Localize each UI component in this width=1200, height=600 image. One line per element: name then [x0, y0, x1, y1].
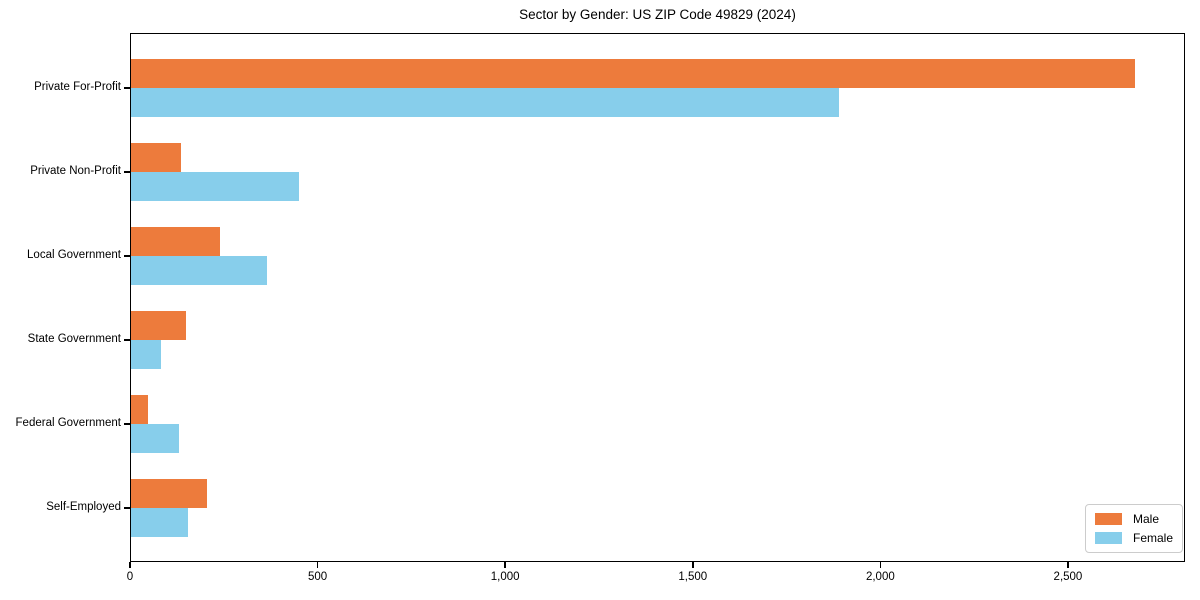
legend-label-female: Female: [1132, 531, 1173, 545]
y-axis-label-1: Private Non-Profit: [30, 165, 121, 177]
bar-female-3: [130, 340, 161, 369]
bar-female-0: [130, 88, 840, 117]
y-tick-4: [124, 423, 130, 425]
bar-male-2: [130, 227, 221, 256]
y-axis-label-5: Self-Employed: [46, 501, 121, 513]
y-axis-label-4: Federal Government: [15, 417, 121, 429]
legend-swatch-male: [1094, 513, 1122, 525]
x-tick-5: [1067, 562, 1069, 568]
bar-female-2: [130, 256, 267, 285]
bar-male-1: [130, 143, 181, 172]
legend-entry-male: Male: [1094, 512, 1173, 526]
bar-female-4: [130, 424, 179, 453]
y-axis-label-3: State Government: [27, 333, 121, 345]
x-tick-1: [316, 562, 319, 568]
x-tick-3: [692, 562, 694, 568]
y-tick-2: [124, 255, 130, 257]
bar-male-0: [130, 59, 1136, 88]
legend-label-male: Male: [1132, 512, 1159, 526]
legend-entry-female: Female: [1094, 531, 1173, 545]
y-axis-label-2: Local Government: [27, 249, 121, 261]
bar-female-1: [130, 172, 299, 201]
bar-male-3: [130, 311, 187, 340]
x-axis-label-1: 500: [307, 571, 328, 583]
y-tick-5: [124, 507, 130, 509]
bar-female-5: [130, 508, 189, 537]
bar-male-5: [130, 479, 207, 508]
y-tick-0: [124, 87, 130, 89]
x-axis-label-2: 1,000: [490, 571, 520, 583]
x-tick-2: [504, 562, 506, 568]
y-tick-3: [124, 339, 130, 341]
legend: Male Female: [1084, 504, 1183, 553]
x-axis-label-4: 2,000: [865, 571, 895, 583]
y-axis-label-0: Private For-Profit: [34, 81, 121, 93]
y-tick-1: [124, 171, 130, 173]
x-axis-label-5: 2,500: [1053, 571, 1083, 583]
bar-male-4: [130, 395, 148, 424]
x-axis-label-0: 0: [126, 571, 134, 583]
x-tick-4: [879, 562, 882, 568]
x-tick-0: [129, 562, 131, 568]
legend-swatch-female: [1094, 532, 1122, 544]
chart-title: Sector by Gender: US ZIP Code 49829 (202…: [519, 7, 796, 22]
x-axis-label-3: 1,500: [678, 571, 708, 583]
